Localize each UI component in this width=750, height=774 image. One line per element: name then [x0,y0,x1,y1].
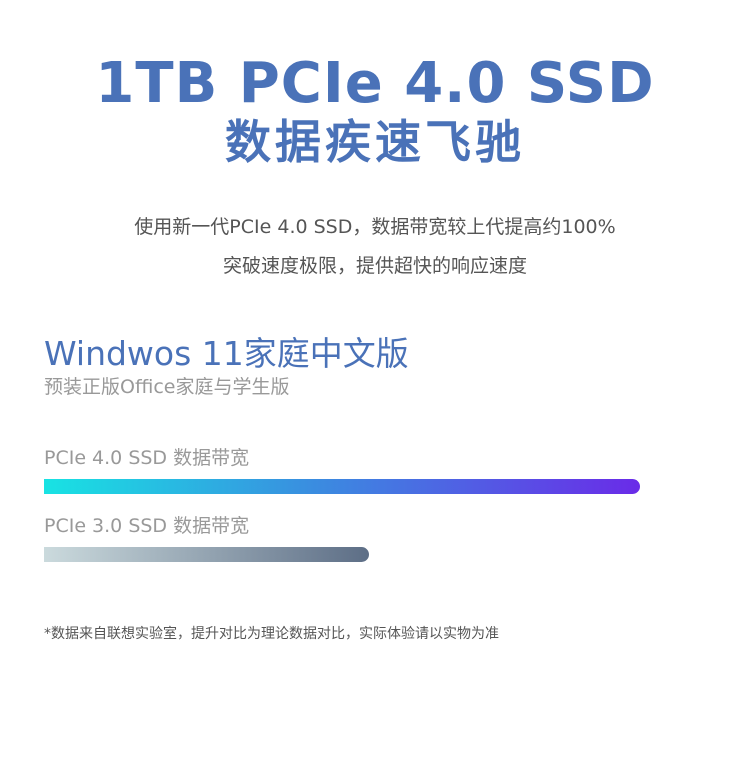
headline-title: 1TB PCIe 4.0 SSD [95,51,655,116]
pcie4-bandwidth-label: PCIe 4.0 SSD 数据带宽 [44,447,250,469]
pcie4-bandwidth-bar [44,479,640,494]
pcie3-bandwidth-track [44,547,640,562]
office-subtitle: 预装正版Office家庭与学生版 [44,376,290,398]
pcie3-bandwidth-bar [44,547,369,562]
footnote: *数据来自联想实验室，提升对比为理论数据对比，实际体验请以实物为准 [44,626,499,642]
os-title: Windwos 11家庭中文版 [44,334,409,373]
description-line-2: 突破速度极限，提供超快的响应速度 [222,255,527,277]
headline-subtitle: 数据疾速飞驰 [225,115,525,169]
pcie4-bandwidth-track [44,479,640,494]
description-line-1: 使用新一代PCIe 4.0 SSD，数据带宽较上代提高约100% [134,216,616,238]
pcie3-bandwidth-label: PCIe 3.0 SSD 数据带宽 [44,515,250,537]
